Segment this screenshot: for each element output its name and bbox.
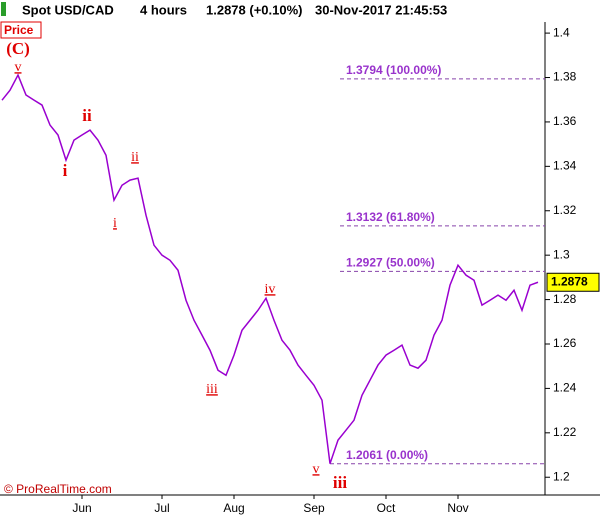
wave-label: i xyxy=(63,161,68,180)
credit: © ProRealTime.com xyxy=(4,482,112,496)
series-label: Price xyxy=(4,23,34,37)
x-tick-label: Oct xyxy=(377,501,396,515)
wave-label: i xyxy=(113,216,117,231)
x-tick-label: Aug xyxy=(223,501,244,515)
series-label-box xyxy=(0,21,42,39)
timeframe: 4 hours xyxy=(140,2,187,17)
y-tick-label: 1.36 xyxy=(553,114,577,128)
wave-label: ii xyxy=(131,150,139,165)
wave-label: iii xyxy=(206,382,218,397)
fib-label: 1.2061 (0.00%) xyxy=(346,448,428,462)
last-price-label: 1.2878 xyxy=(551,274,588,288)
y-tick-label: 1.22 xyxy=(553,425,577,439)
y-tick-label: 1.28 xyxy=(553,292,577,306)
wave-label: (C) xyxy=(6,39,30,58)
price-line xyxy=(1,73,539,464)
y-tick-label: 1.24 xyxy=(553,381,577,395)
fib-label: 1.3794 (100.00%) xyxy=(346,63,441,77)
timestamp: 30-Nov-2017 21:45:53 xyxy=(315,2,447,17)
y-tick-label: 1.2 xyxy=(553,469,570,483)
wave-label: v xyxy=(15,60,22,75)
fib-label: 1.3132 (61.80%) xyxy=(346,210,435,224)
instrument: Spot USD/CAD xyxy=(22,2,114,17)
price-change: 1.2878 (+0.10%) xyxy=(206,2,302,17)
y-tick-label: 1.34 xyxy=(553,159,577,173)
fib-label: 1.2927 (50.00%) xyxy=(346,256,435,270)
wave-label: ii xyxy=(82,106,92,125)
header-icon xyxy=(1,2,6,16)
x-tick-label: Sep xyxy=(303,501,325,515)
y-tick-label: 1.3 xyxy=(553,247,570,261)
x-tick-label: Jul xyxy=(154,501,169,515)
wave-label: iii xyxy=(333,473,347,492)
wave-label: iv xyxy=(265,282,276,297)
x-tick-label: Jun xyxy=(72,501,91,515)
y-tick-label: 1.38 xyxy=(553,70,577,84)
last-price-box xyxy=(546,272,600,292)
wave-label: v xyxy=(313,462,320,477)
y-tick-label: 1.26 xyxy=(553,336,577,350)
y-tick-label: 1.4 xyxy=(553,25,570,39)
x-tick-label: Nov xyxy=(447,501,468,515)
y-tick-label: 1.32 xyxy=(553,203,577,217)
